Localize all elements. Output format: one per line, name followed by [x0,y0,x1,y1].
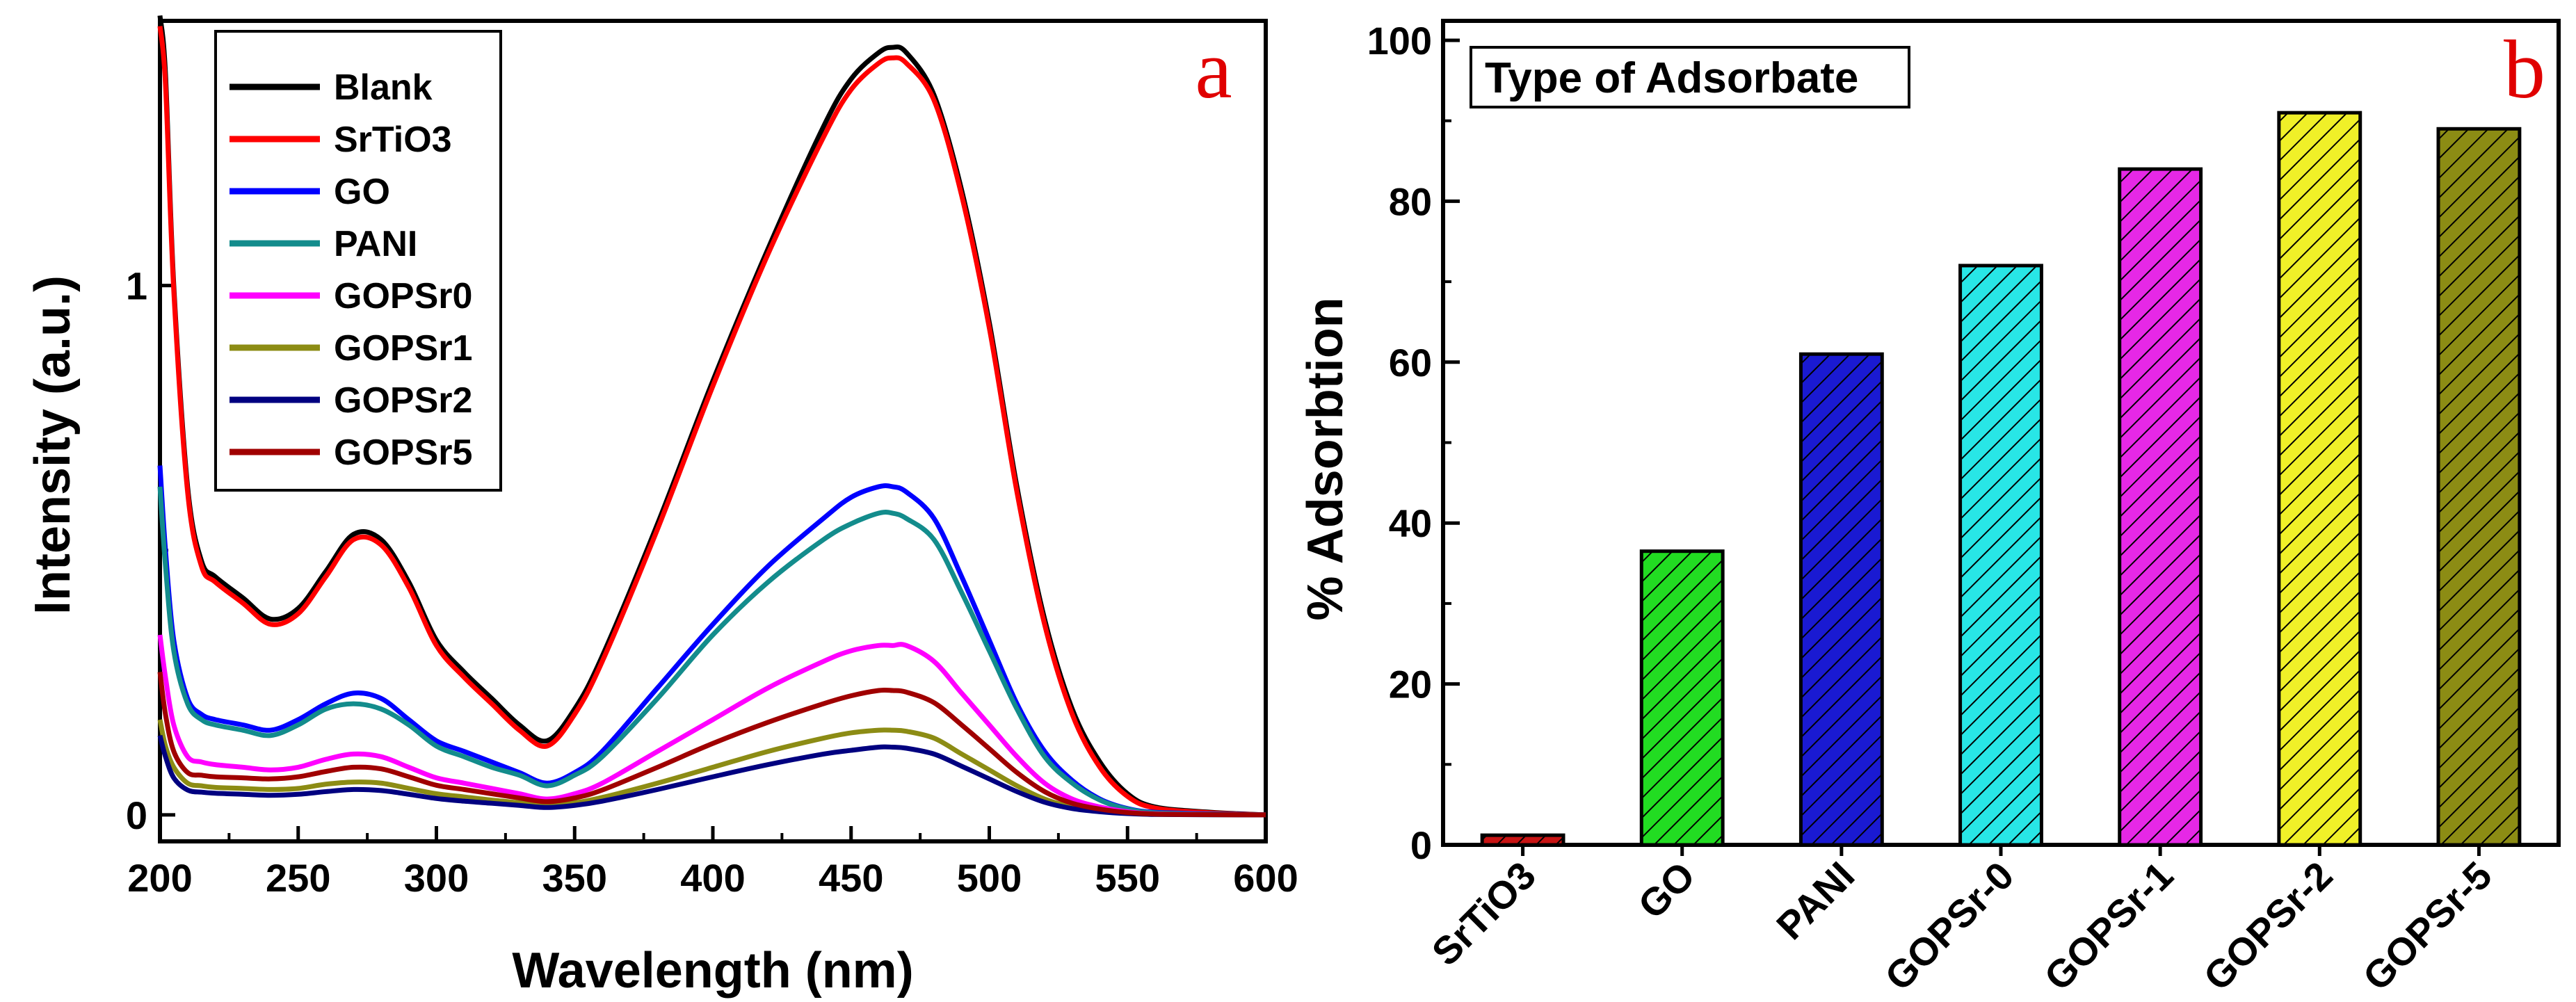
series-line-pani [157,486,1266,818]
panel-label-b: b [2504,23,2545,115]
x-tick-label-srtio3: SrTiO3 [1423,853,1544,974]
chart-title-b: Type of Adsorbate [1485,54,1858,102]
x-tick-label-a: 550 [1095,856,1160,900]
legend-box [214,30,502,492]
y-tick-label-a: 0 [126,793,147,837]
bar-gopsr-2 [2277,111,2362,847]
y-tick-label-b: 40 [1389,501,1432,545]
x-tick-label-gopsr-2: GOPSr-2 [2195,853,2341,999]
series-line-gopsr2 [157,734,1266,818]
x-tick-label-gopsr-5: GOPSr-5 [2354,853,2500,999]
bar-gopsr-5 [2436,127,2522,847]
x-tick-label-a: 400 [680,856,745,900]
x-tick-label-a: 450 [819,856,883,900]
x-tick-label-a: 350 [542,856,607,900]
bar-srtio3 [1480,833,1565,847]
legend-label-srtio3: SrTiO3 [334,120,452,160]
y-tick-label-b: 20 [1389,663,1432,706]
bar-gopsr-1 [2118,167,2203,847]
legend-label-go: GO [334,172,390,212]
line-chart-panel-a: 200 250 300 350 400 450 500 550 600 0 1 Blank SrTiO… [25,15,1298,999]
series-line-gopsr5 [157,671,1266,818]
y-tick-label-b: 0 [1410,823,1432,867]
x-tick-label-pani: PANI [1768,853,1862,948]
y-tick-label-b: 100 [1367,19,1432,63]
line-series-group [157,15,1266,818]
x-tick-label-a: 250 [266,856,330,900]
legend-label-blank: Blank [334,67,433,108]
legend-label-gopsr1: GOPSr1 [334,328,472,369]
x-tick-label-go: GO [1629,853,1703,927]
title-box [1470,46,1910,108]
x-tick-label-a: 300 [404,856,469,900]
x-tick-label-a: 500 [957,856,1022,900]
legend-label-pani: PANI [334,224,417,264]
bar-series-group [1480,111,2522,847]
x-tick-label-gopsr-1: GOPSr-1 [2036,853,2182,999]
bar-gopsr-0 [1958,264,2043,847]
legend-label-gopsr5: GOPSr5 [334,433,472,473]
x-tick-label-a: 200 [127,856,192,900]
series-line-gopsr0 [157,634,1266,818]
x-tick-label-gopsr-0: GOPSr-0 [1876,853,2022,999]
y-tick-label-b: 80 [1389,179,1432,223]
y-tick-label-b: 60 [1389,341,1432,385]
x-axis-label-a: Wavelength (nm) [512,943,913,999]
bar-pani [1798,352,1884,847]
y-axis-label-a: Intensity (a.u.) [25,275,81,615]
bar-go [1639,549,1725,847]
y-tick-label-a: 1 [126,264,147,308]
series-line-gopsr1 [157,719,1266,818]
x-tick-label-a: 600 [1233,856,1298,900]
y-axis-label-b: % Adsorbtion [1298,297,1353,620]
series-line-srtio3 [157,26,1266,818]
legend-label-gopsr0: GOPSr0 [334,276,472,316]
panel-label-a: a [1195,23,1232,115]
legend-label-gopsr2: GOPSr2 [334,380,472,421]
